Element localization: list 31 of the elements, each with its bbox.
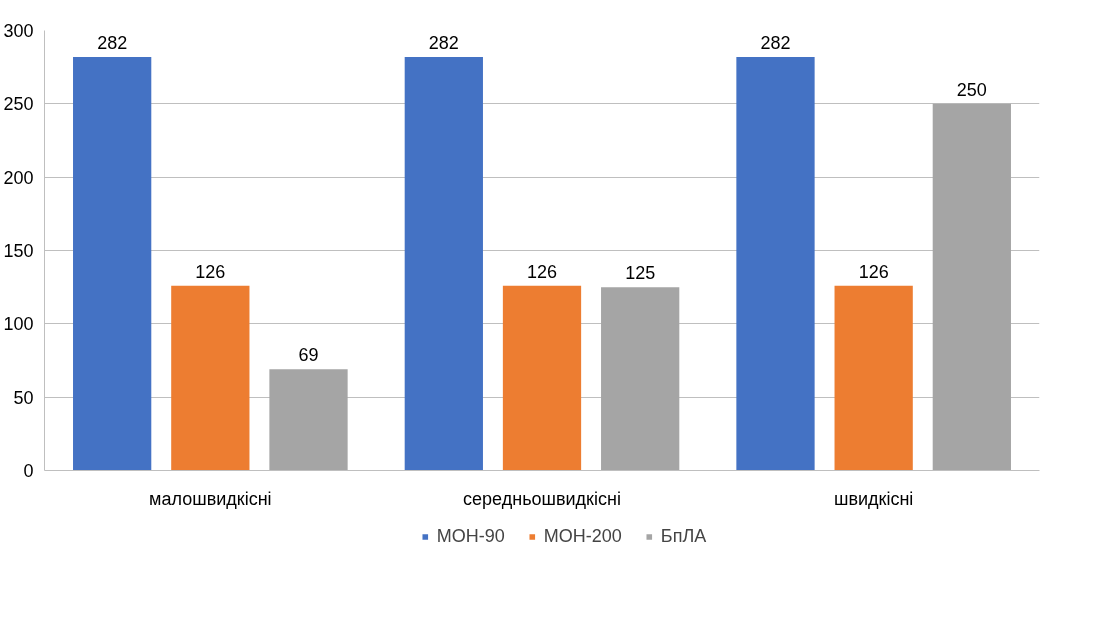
bar: [269, 369, 348, 471]
bar: [502, 285, 582, 471]
bar: [73, 56, 152, 471]
bar: [404, 56, 483, 471]
data-label: 282: [97, 32, 128, 53]
legend-label: МОН-200: [543, 525, 622, 547]
data-label: 126: [195, 261, 226, 282]
x-tick-label: середньошвидкісні: [463, 488, 621, 509]
bar: [601, 287, 680, 471]
data-label: 69: [298, 345, 319, 366]
data-label: 282: [428, 32, 459, 53]
y-tick-label: 50: [13, 387, 34, 408]
y-tick-label: 0: [23, 461, 34, 481]
data-label: 125: [625, 263, 656, 284]
x-tick-label: малошвидкісні: [149, 488, 272, 509]
y-tick-label: 150: [3, 241, 34, 261]
y-tick-label: 200: [3, 167, 34, 188]
data-label: 126: [858, 261, 889, 282]
bar: [932, 103, 1011, 471]
legend-label: БпЛА: [660, 525, 707, 547]
data-label: 282: [760, 32, 791, 53]
x-tick-label: швидкісні: [833, 488, 914, 509]
y-tick-label: 250: [3, 94, 34, 115]
bar: [834, 285, 913, 471]
bar: [736, 56, 815, 471]
y-tick-label: 300: [3, 21, 34, 41]
y-tick-label: 100: [3, 314, 34, 335]
data-label: 250: [956, 79, 987, 100]
bar: [171, 285, 250, 471]
data-label: 126: [526, 261, 558, 282]
legend-label: МОН-90: [436, 525, 505, 547]
